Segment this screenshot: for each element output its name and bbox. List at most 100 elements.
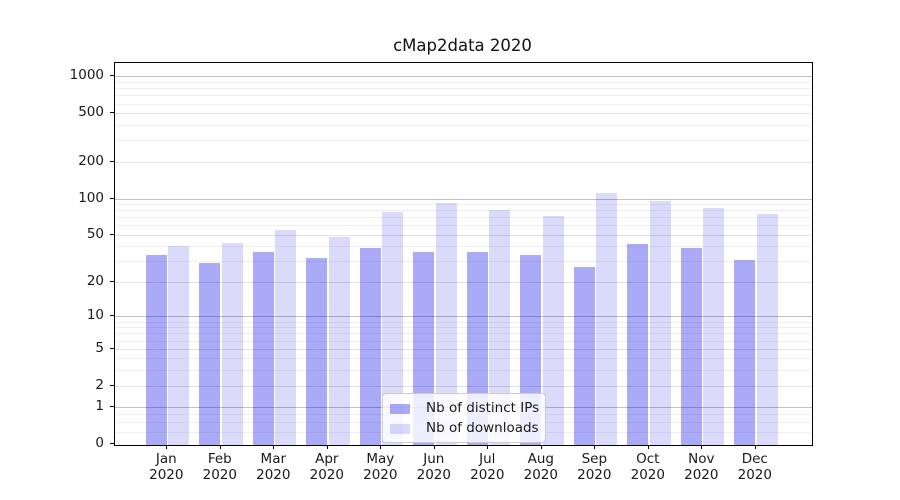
x-tick-month: Apr (315, 451, 339, 467)
y-tick-label-500: 500 (78, 104, 104, 121)
x-tick-label-feb: Feb 2020 (192, 451, 248, 483)
gridline-y-50 (115, 234, 812, 236)
bar-distinct-ips-apr (306, 258, 328, 445)
x-tick-month: May (366, 451, 395, 467)
legend-label: Nb of distinct IPs (426, 400, 540, 416)
x-tick-month: Sep (581, 451, 608, 467)
y-tick-label-100: 100 (78, 189, 104, 206)
x-tick-jan (166, 445, 168, 449)
chart-title: cMap2data 2020 (393, 36, 532, 55)
x-tick-label-jan: Jan 2020 (138, 451, 194, 483)
y-tick-label-200: 200 (78, 152, 104, 169)
gridline-y-70 (115, 217, 812, 219)
x-tick-jun (433, 445, 435, 449)
bar-distinct-ips-nov (680, 247, 702, 445)
legend-label: Nb of downloads (426, 419, 539, 436)
y-tick-1000 (110, 75, 114, 77)
x-tick-month: Aug (527, 451, 554, 467)
gridline-y-80 (115, 210, 812, 212)
y-tick-10 (110, 315, 114, 317)
y-tick-label-1000: 1000 (69, 67, 104, 84)
legend: Nb of distinct IPs Nb of downloads (382, 393, 546, 443)
bar-downloads-apr (328, 237, 350, 445)
gridline-y-30 (115, 261, 812, 263)
y-tick-100 (110, 197, 114, 199)
x-tick-label-sep: Sep 2020 (566, 451, 622, 483)
x-tick-year: 2020 (309, 467, 344, 483)
x-tick-month: Oct (636, 451, 660, 467)
bar-downloads-feb (221, 242, 243, 445)
plot-area: Nb of distinct IPs Nb of downloads (114, 62, 813, 446)
x-tick-year: 2020 (416, 467, 451, 483)
x-tick-month: Mar (260, 451, 287, 467)
bar-downloads-sep (596, 192, 617, 445)
x-tick-label-oct: Oct 2020 (620, 451, 676, 483)
x-tick-label-jun: Jun 2020 (406, 451, 462, 483)
bar-distinct-ips-dec (734, 259, 756, 445)
legend-item-downloads: Nb of downloads (390, 419, 539, 439)
gridline-y-6 (115, 340, 812, 342)
gridline-y-60 (115, 225, 812, 227)
bar-downloads-oct (649, 200, 671, 445)
x-tick-month: Jan (155, 451, 177, 467)
bar-downloads-jul (489, 210, 510, 445)
bar-downloads-jan (168, 246, 189, 445)
gridline-y-10 (115, 316, 812, 318)
x-tick-year: 2020 (202, 467, 237, 483)
y-tick-label-1: 1 (95, 398, 104, 415)
x-tick-mar (273, 445, 275, 449)
y-tick-200 (110, 160, 114, 162)
gridline-y-500 (115, 113, 812, 115)
gridline-y-400 (115, 125, 812, 127)
y-tick-5 (110, 347, 114, 349)
x-tick-label-apr: Apr 2020 (299, 451, 355, 483)
gridline-y-2 (115, 385, 812, 387)
x-tick-dec (754, 445, 756, 449)
gridline-y-40 (115, 246, 812, 248)
gridline-y-800 (115, 88, 812, 90)
x-tick-year: 2020 (523, 467, 558, 483)
y-tick-2 (110, 384, 114, 386)
x-tick-year: 2020 (577, 467, 612, 483)
x-tick-year: 2020 (256, 467, 291, 483)
x-tick-jul (487, 445, 489, 449)
x-tick-label-nov: Nov 2020 (673, 451, 729, 483)
bar-downloads-nov (703, 208, 724, 445)
bar-downloads-dec (756, 214, 778, 445)
x-tick-label-may: May 2020 (352, 451, 408, 483)
legend-swatch-distinct-ips (390, 404, 410, 414)
bar-distinct-ips-sep (573, 266, 595, 445)
x-tick-apr (326, 445, 328, 449)
x-tick-nov (701, 445, 703, 449)
y-tick-label-2: 2 (95, 376, 104, 393)
gridline-y-4 (115, 358, 812, 360)
legend-item-distinct-ips: Nb of distinct IPs (390, 399, 540, 419)
y-tick-label-10: 10 (86, 307, 104, 324)
bar-downloads-mar (275, 229, 296, 445)
x-tick-label-dec: Dec 2020 (727, 451, 783, 483)
bar-downloads-may (382, 211, 403, 445)
bar-distinct-ips-feb (199, 263, 221, 445)
x-tick-may (380, 445, 382, 449)
x-tick-month: Feb (207, 451, 232, 467)
x-tick-year: 2020 (470, 467, 505, 483)
x-tick-year: 2020 (630, 467, 665, 483)
y-tick-50 (110, 233, 114, 235)
x-tick-month: Nov (688, 451, 715, 467)
x-tick-month: Jul (479, 451, 496, 467)
x-tick-month: Jun (423, 451, 445, 467)
legend-swatch-downloads (390, 423, 410, 434)
x-tick-year: 2020 (363, 467, 398, 483)
gridline-y-600 (115, 103, 812, 105)
gridline-y-3 (115, 370, 812, 372)
x-tick-label-aug: Aug 2020 (513, 451, 569, 483)
bar-downloads-aug (542, 215, 564, 445)
gridline-y-9 (115, 321, 812, 323)
x-tick-oct (647, 445, 649, 449)
bar-distinct-ips-may (359, 247, 381, 445)
y-tick-1 (110, 406, 114, 408)
x-tick-label-mar: Mar 2020 (245, 451, 301, 483)
gridline-y-300 (115, 140, 812, 142)
y-tick-label-20: 20 (86, 273, 104, 289)
